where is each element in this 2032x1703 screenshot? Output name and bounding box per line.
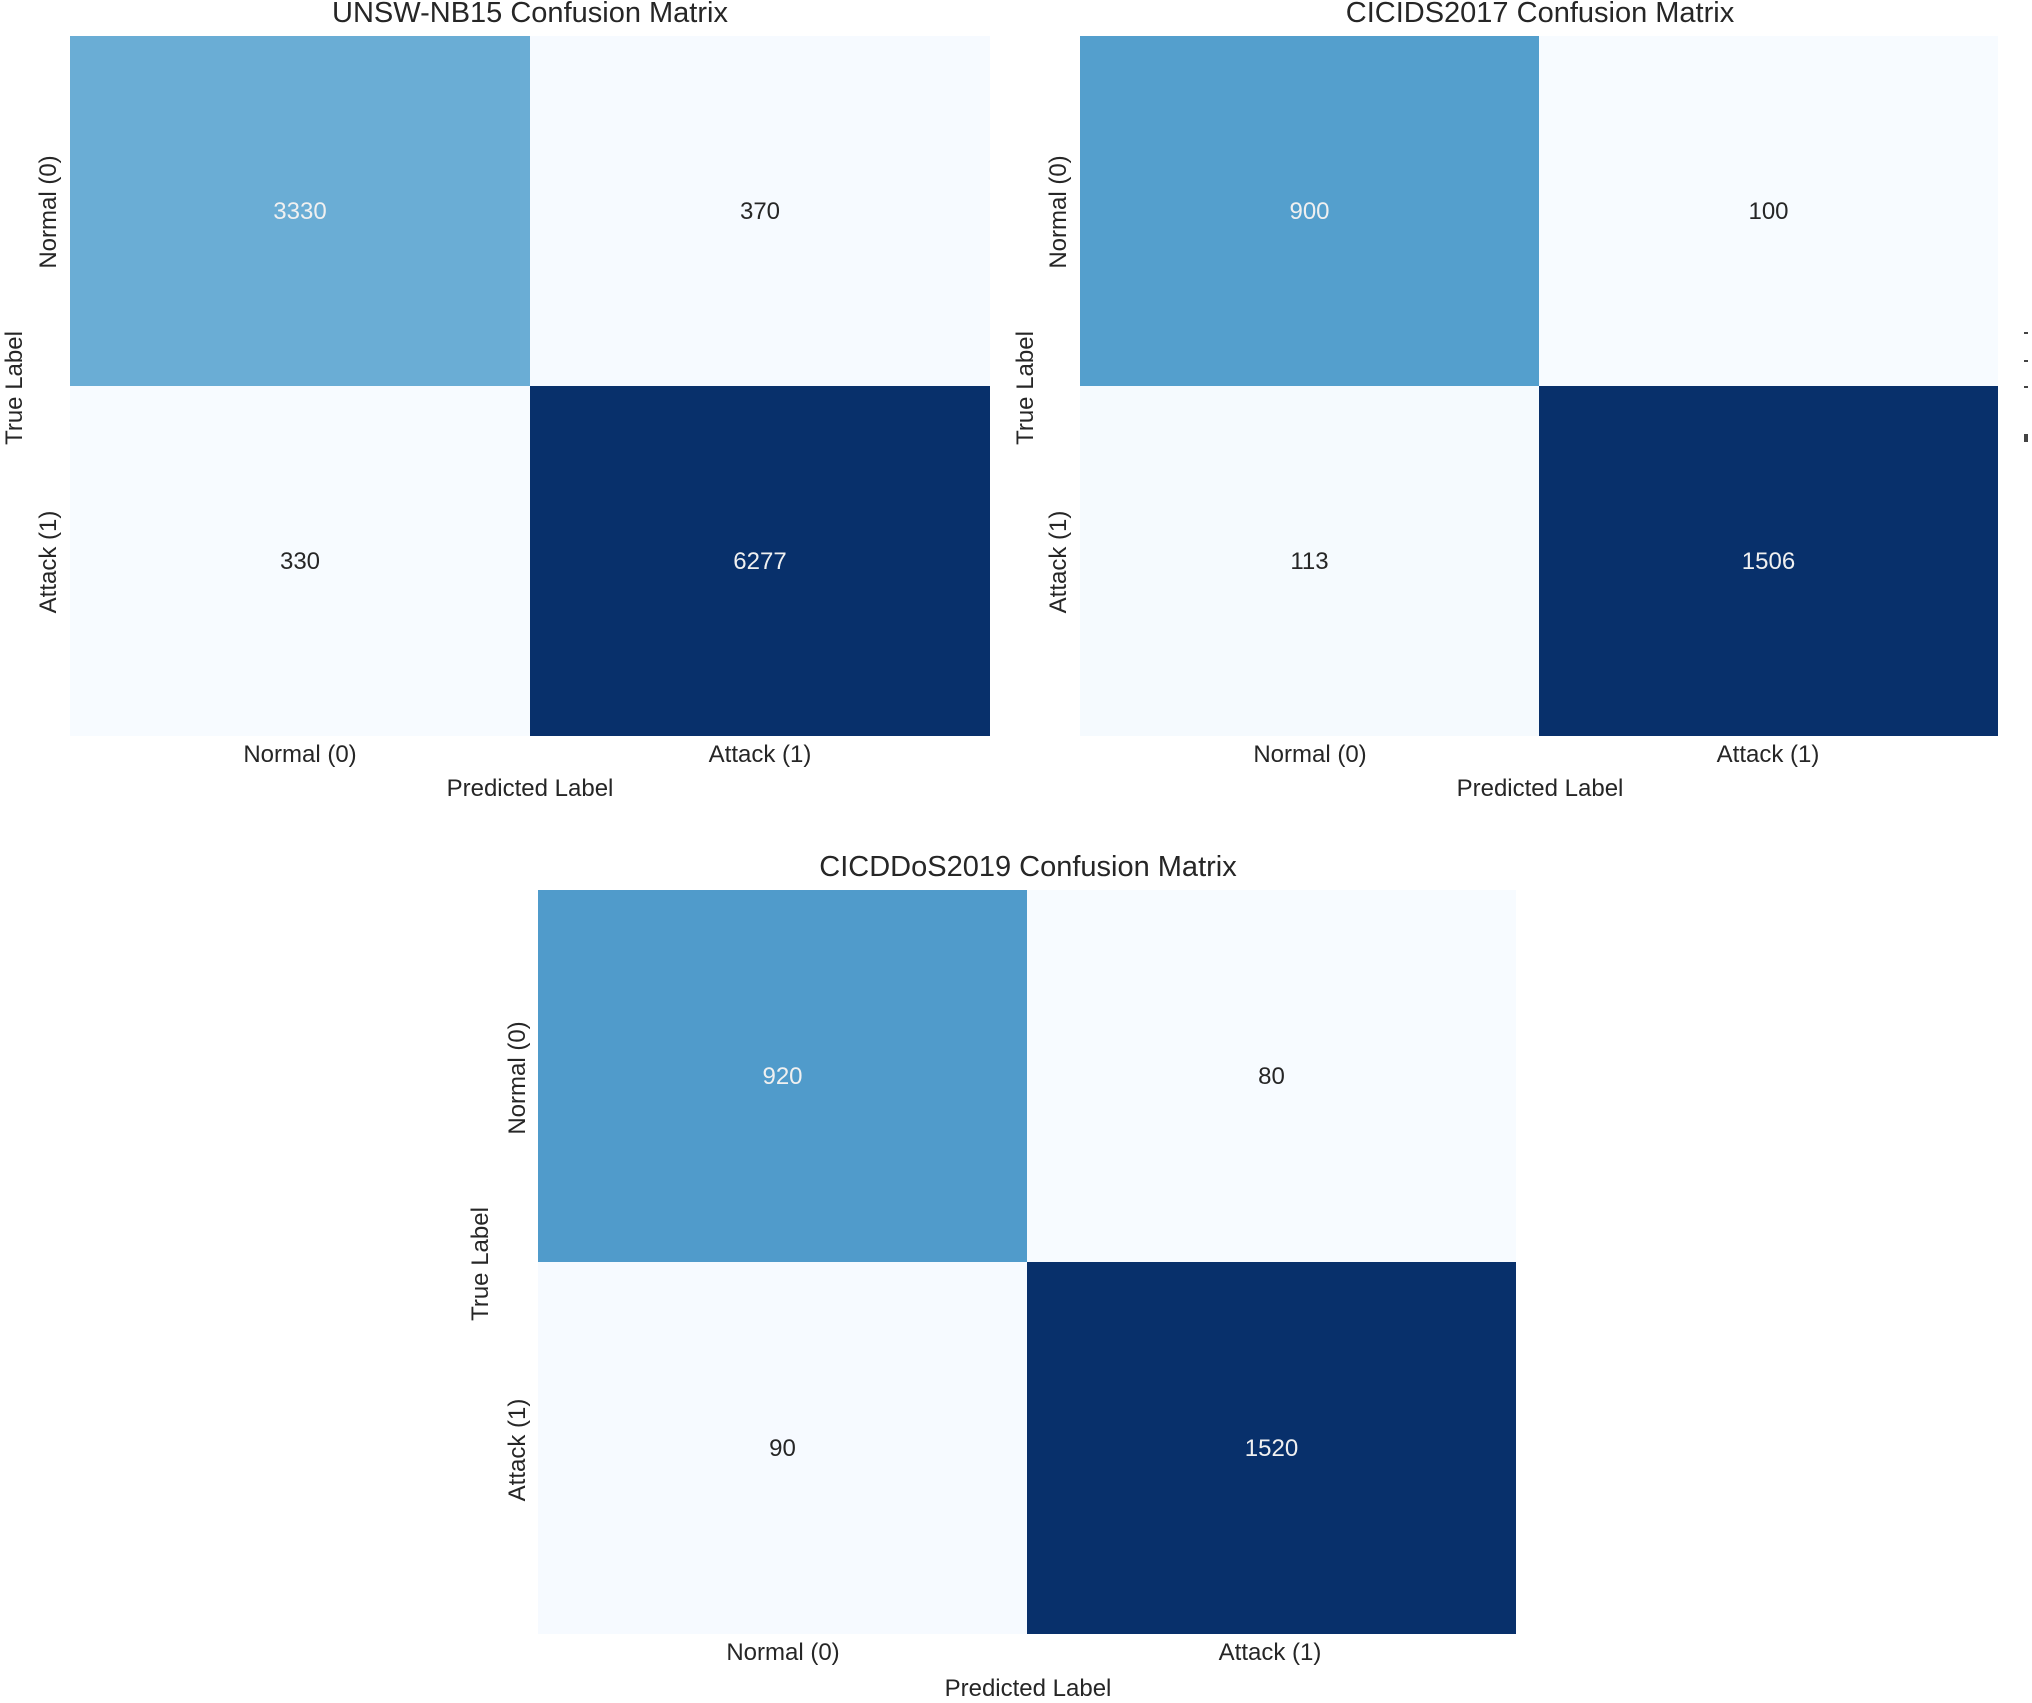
heatmap-cell-false-negative [70,386,530,736]
cell-value-label: 1520 [1245,1435,1298,1462]
heatmap-cell-false-negative [538,1262,1027,1634]
cell-value-label: 90 [769,1435,796,1462]
edge-mark [2024,434,2028,442]
edge-mark [2024,360,2028,362]
heatmap-panel-cicddos2019: CICDDoS2019 Confusion Matrix 920 80 90 1520… [467,851,1516,1702]
heatmap-cell-false-negative [1080,386,1539,736]
cell-value-label: 370 [740,198,780,225]
cell-value-label: 100 [1748,198,1788,225]
heatmap-cell-true-negative [1080,36,1539,386]
heatmap-cells: 3330 370 330 6277 [70,36,990,736]
x-axis-label: Predicted Label [945,1675,1112,1702]
x-axis-label: Predicted Label [1457,775,1624,802]
x-tick-label: Normal (0) [243,741,356,768]
y-axis-label: True Label [1012,331,1039,445]
cell-value-label: 80 [1258,1063,1285,1090]
y-tick-label: Attack (1) [504,1399,531,1502]
x-tick-label: Normal (0) [1253,741,1366,768]
edge-mark [2024,386,2028,388]
heatmap-cell-true-positive [1539,386,1998,736]
y-axis-label: True Label [1,331,28,445]
heatmap-panel-unsw-nb15: UNSW-NB15 Confusion Matrix 3330 370 330 627… [1,0,990,802]
cell-value-label: 1506 [1742,548,1795,575]
cell-value-label: 6277 [733,548,786,575]
heatmap-cell-true-positive [530,386,990,736]
cell-value-label: 330 [280,548,320,575]
edge-mark [2024,332,2028,334]
cell-value-label: 113 [1290,548,1328,575]
chart-title: CICDDoS2019 Confusion Matrix [819,851,1237,883]
y-tick-label: Normal (0) [1045,155,1072,268]
y-tick-label: Attack (1) [1045,511,1072,614]
x-tick-label: Attack (1) [709,741,812,768]
y-tick-label: Normal (0) [504,1021,531,1134]
y-tick-label: Normal (0) [35,155,62,268]
y-axis-label: True Label [467,1207,494,1321]
chart-title: CICIDS2017 Confusion Matrix [1346,0,1735,29]
cell-value-label: 3330 [273,198,326,225]
heatmap-cell-false-positive [1539,36,1998,386]
x-tick-label: Attack (1) [1219,1639,1322,1666]
heatmap-cell-true-negative [538,890,1027,1262]
x-tick-label: Normal (0) [726,1639,839,1666]
heatmap-cells: 920 80 90 1520 [538,890,1516,1634]
heatmap-cells: 900 100 113 1506 [1080,36,1998,736]
heatmap-cell-true-positive [1027,1262,1516,1634]
clipped-edge-artifacts [2024,332,2028,442]
x-tick-label: Attack (1) [1717,741,1820,768]
cell-value-label: 900 [1289,198,1329,225]
heatmap-panel-cicids2017: CICIDS2017 Confusion Matrix 900 100 113 150… [1012,0,1998,802]
cell-value-label: 920 [762,1063,802,1090]
heatmap-cell-false-positive [1027,890,1516,1262]
heatmap-cell-true-negative [70,36,530,386]
y-tick-label: Attack (1) [35,511,62,614]
heatmap-cell-false-positive [530,36,990,386]
chart-title: UNSW-NB15 Confusion Matrix [332,0,728,29]
x-axis-label: Predicted Label [447,775,614,802]
